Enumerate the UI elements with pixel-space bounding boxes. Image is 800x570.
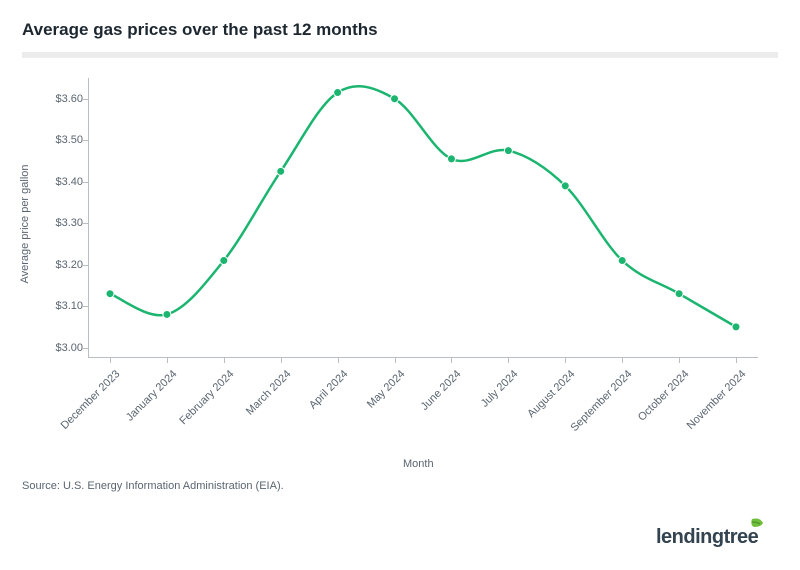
data-point — [334, 89, 342, 97]
data-point — [106, 290, 114, 298]
data-point — [447, 155, 455, 163]
x-tick-label: August 2024 — [526, 368, 578, 420]
logo: lendingtree — [656, 517, 776, 556]
x-tick-mark — [281, 358, 282, 363]
y-tick-label: $3.00 — [23, 342, 83, 354]
x-tick-label: July 2024 — [479, 368, 521, 410]
x-tick-label: September 2024 — [569, 368, 635, 434]
x-tick-label: November 2024 — [685, 368, 749, 432]
data-point — [163, 310, 171, 318]
x-tick-label: December 2023 — [59, 368, 123, 432]
y-tick-label: $3.10 — [23, 300, 83, 312]
plot-area — [88, 78, 758, 358]
chart-title: Average gas prices over the past 12 mont… — [22, 20, 378, 40]
x-tick-mark — [395, 358, 396, 363]
data-point — [504, 147, 512, 155]
x-tick-label: April 2024 — [307, 368, 351, 412]
x-tick-label: February 2024 — [177, 368, 236, 427]
y-tick-label: $3.40 — [23, 176, 83, 188]
y-tick-label: $3.60 — [23, 93, 83, 105]
data-point — [277, 167, 285, 175]
line-series — [110, 86, 736, 327]
x-tick-mark — [338, 358, 339, 363]
x-tick-label: January 2024 — [124, 368, 180, 424]
x-tick-mark — [565, 358, 566, 363]
x-axis-title: Month — [403, 458, 434, 470]
x-tick-label: May 2024 — [364, 368, 407, 411]
x-tick-mark — [679, 358, 680, 363]
x-tick-label: March 2024 — [244, 368, 294, 418]
data-point — [732, 323, 740, 331]
y-tick-label: $3.20 — [23, 259, 83, 271]
source-text: Source: U.S. Energy Information Administ… — [22, 480, 284, 492]
data-point — [675, 290, 683, 298]
line-chart-svg — [88, 78, 758, 358]
data-point — [618, 257, 626, 265]
x-tick-mark — [508, 358, 509, 363]
data-point — [561, 182, 569, 190]
title-divider — [22, 52, 778, 58]
x-tick-mark — [110, 358, 111, 363]
x-tick-label: October 2024 — [636, 368, 692, 424]
logo-text: lendingtree — [656, 526, 759, 548]
y-tick-label: $3.30 — [23, 217, 83, 229]
x-tick-mark — [451, 358, 452, 363]
data-point — [220, 257, 228, 265]
chart-container: Average gas prices over the past 12 mont… — [0, 0, 800, 570]
lendingtree-logo: lendingtree — [656, 517, 776, 551]
data-point — [391, 95, 399, 103]
x-tick-mark — [224, 358, 225, 363]
x-tick-label: June 2024 — [419, 368, 464, 413]
y-tick-label: $3.50 — [23, 134, 83, 146]
x-tick-mark — [167, 358, 168, 363]
x-tick-mark — [622, 358, 623, 363]
x-tick-mark — [736, 358, 737, 363]
